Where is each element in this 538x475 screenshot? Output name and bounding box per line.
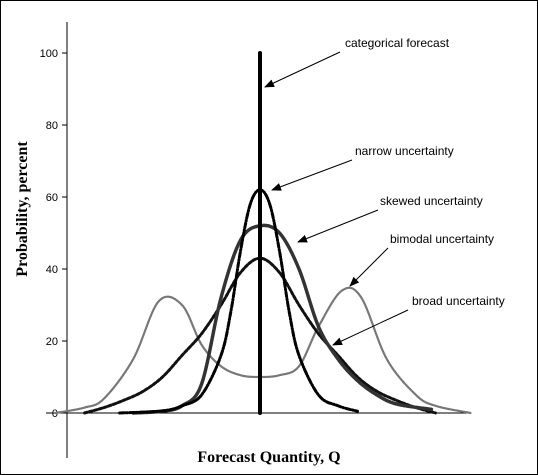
y-tick-label: 60: [46, 192, 58, 204]
y-tick-label: 40: [46, 264, 58, 276]
annotation-arrow: [264, 51, 341, 88]
annotation-arrow: [332, 309, 409, 346]
series-narrow-uncertainty: [118, 188, 359, 415]
annotation-label: narrow uncertainty: [355, 144, 454, 158]
annotation-label: skewed uncertainty: [380, 194, 483, 208]
y-tick-label: 100: [40, 48, 58, 60]
annotation-arrow: [297, 209, 379, 243]
x-axis-label: Forecast Quantity, Q: [197, 449, 340, 466]
annotation-label: broad uncertainty: [412, 294, 505, 308]
annotations: categorical forecast narrow uncertainty sk…: [264, 36, 505, 346]
series-bimodal-uncertainty: [54, 286, 472, 415]
y-axis-label: Probability, percent: [14, 141, 31, 277]
series-group: [54, 51, 472, 415]
y-tick-label: 20: [46, 336, 58, 348]
y-tick-label: 80: [46, 120, 58, 132]
annotation-arrow: [271, 159, 353, 191]
series-skewed-uncertainty: [131, 223, 434, 415]
annotation-arrow: [349, 247, 389, 287]
annotation-label: categorical forecast: [345, 36, 450, 50]
annotation-label: bimodal uncertainty: [390, 232, 494, 246]
